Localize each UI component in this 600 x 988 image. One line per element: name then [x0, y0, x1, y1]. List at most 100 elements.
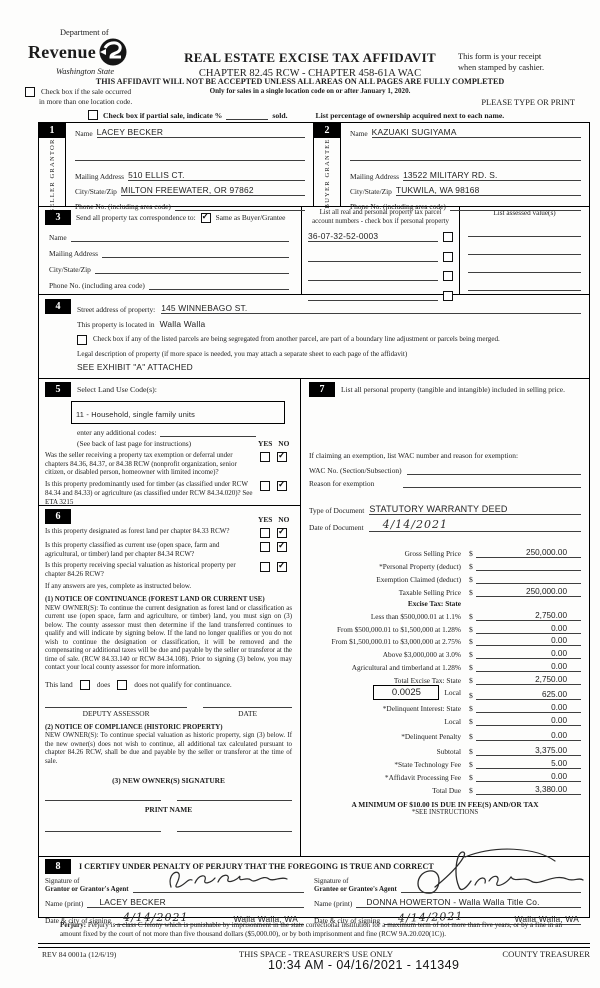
- deputy-date-line[interactable]: [203, 706, 292, 708]
- print-name-line-2[interactable]: [176, 830, 292, 833]
- tax-value-4[interactable]: 2,750.00: [475, 611, 581, 621]
- local-rate-box[interactable]: 0.0025: [373, 685, 440, 701]
- tax-value-10[interactable]: 625.00: [475, 690, 581, 701]
- doc-type-field[interactable]: STATUTORY WARRANTY DEED: [369, 504, 581, 515]
- dollar-sign: $: [469, 587, 473, 597]
- legal-description-label: Legal description of property (if more s…: [77, 350, 408, 358]
- assessed-value-1[interactable]: [468, 226, 581, 237]
- tax-value-2[interactable]: [475, 582, 581, 584]
- land-does-not-checkbox[interactable]: [117, 679, 128, 690]
- grantee-signature-line[interactable]: [400, 848, 584, 894]
- wac-field[interactable]: [406, 465, 581, 475]
- s6-q2-yes-checkbox[interactable]: [260, 542, 270, 552]
- correspondence-header: Send all property tax correspondence to:: [76, 213, 196, 222]
- same-as-buyer-checkbox[interactable]: [200, 211, 211, 223]
- s5-q2-no-checkbox[interactable]: [277, 479, 287, 492]
- dollar-sign: $: [469, 549, 473, 559]
- corr-phone-field[interactable]: [148, 279, 289, 290]
- segregated-checkbox[interactable]: [77, 335, 87, 345]
- grantee-date-field[interactable]: 4/14/2021 Walla Walla, WA: [384, 910, 581, 925]
- reason-field[interactable]: [403, 478, 581, 488]
- grantee-signature-icon: [417, 848, 584, 894]
- tax-value-11[interactable]: 0.00: [475, 703, 581, 714]
- parcel-2-personal-checkbox[interactable]: [443, 251, 453, 262]
- parcel-number-1[interactable]: 36-07-32-52-0003: [308, 231, 438, 243]
- assessed-value-4[interactable]: [468, 280, 581, 291]
- minimum-due-note: A MINIMUM OF $10.00 IS DUE IN FEE(S) AND…: [351, 799, 539, 809]
- land-prefix: This land: [45, 680, 73, 690]
- grantee-name-field[interactable]: DONNA HOWERTON - Walla Walla Title Co.: [356, 897, 581, 908]
- buyer-phone-field[interactable]: [449, 200, 581, 211]
- buyer-name2-field[interactable]: [350, 150, 581, 161]
- corr-name-field[interactable]: [70, 231, 289, 242]
- buyer-csz-field[interactable]: TUKWILA, WA 98168: [395, 185, 581, 196]
- seller-csz-field[interactable]: MILTON FREEWATER, OR 97862: [120, 185, 305, 196]
- tax-value-5[interactable]: 0.00: [475, 624, 581, 634]
- tax-value-8[interactable]: 0.00: [475, 662, 581, 673]
- seller-phone-field[interactable]: [174, 200, 305, 211]
- assessed-value-2[interactable]: [468, 244, 581, 255]
- street-address-field[interactable]: 145 WINNEBAGO ST.: [161, 303, 581, 314]
- deputy-assessor-signature-line[interactable]: [45, 706, 188, 708]
- new-owner-sig-line-1[interactable]: [45, 799, 161, 802]
- land-use-code-box[interactable]: 11 - Household, single family units: [71, 401, 285, 424]
- s6-q3-no-checkbox[interactable]: [277, 560, 287, 573]
- tax-value-12[interactable]: 0.00: [475, 716, 581, 726]
- partial-sale-percent-field[interactable]: [226, 110, 269, 120]
- tax-value-0[interactable]: 250,000.00: [475, 548, 581, 559]
- parcel-4-personal-checkbox[interactable]: [443, 290, 453, 301]
- grantor-name-field[interactable]: LACEY BECKER: [87, 897, 304, 908]
- located-in-field[interactable]: Walla Walla: [159, 319, 206, 329]
- land-does-label: does: [96, 680, 111, 690]
- tax-label-5: From $500,000.01 to $1,500,000 at 1.28%: [336, 624, 461, 634]
- seller-name2-field[interactable]: [75, 150, 305, 161]
- tax-value-9[interactable]: 2,750.00: [475, 675, 581, 685]
- legal-description-field[interactable]: SEE EXHIBIT "A" ATTACHED: [77, 362, 193, 372]
- seller-address-field[interactable]: 510 ELLIS CT.: [128, 170, 305, 181]
- parcel-number-2[interactable]: [308, 251, 438, 262]
- parcel-1-personal-checkbox[interactable]: [443, 232, 453, 243]
- tax-value-17[interactable]: 3,380.00: [475, 785, 581, 795]
- s6-q3-yes-checkbox[interactable]: [260, 562, 270, 573]
- grantor-date-field[interactable]: 4/14/2021 Walla Walla, WA: [115, 911, 304, 925]
- tax-value-7[interactable]: 0.00: [475, 649, 581, 660]
- tax-value-3[interactable]: 250,000.00: [475, 587, 581, 597]
- land-does-checkbox[interactable]: [79, 679, 90, 690]
- buyer-address-field[interactable]: 13522 MILITARY RD. S.: [403, 170, 581, 181]
- notice2-body: NEW OWNER(S): To continue special valuat…: [45, 732, 292, 765]
- tax-value-14[interactable]: 3,375.00: [475, 746, 581, 757]
- tax-value-15[interactable]: 5.00: [475, 759, 581, 770]
- additional-codes-field[interactable]: [160, 427, 257, 437]
- land-qualify-row: This land does does not qualify for cont…: [45, 679, 292, 690]
- tax-value-1[interactable]: [475, 569, 581, 571]
- section6-number: 6: [45, 509, 71, 524]
- corr-csz-field[interactable]: [94, 263, 289, 274]
- seller-name-field[interactable]: LACEY BECKER: [96, 127, 305, 138]
- s6-q2-no-checkbox[interactable]: [277, 540, 287, 552]
- corr-address-field[interactable]: [102, 247, 289, 258]
- dollar-sign: $: [469, 637, 473, 647]
- grantee-name-label: Name (print): [314, 899, 353, 908]
- perjury-body: Perjury is a class C felony which is pun…: [60, 921, 562, 938]
- s5-q2-yes-checkbox[interactable]: [260, 481, 270, 492]
- corr-address-label: Mailing Address: [49, 249, 99, 258]
- doc-date-field[interactable]: 4/14/2021: [368, 518, 581, 532]
- tax-value-16[interactable]: 0.00: [475, 772, 581, 782]
- partial-sale-checkbox[interactable]: [88, 110, 98, 120]
- s6-q1-yes-checkbox[interactable]: [260, 528, 270, 538]
- print-name-line-1[interactable]: [45, 830, 161, 833]
- s5-q1-yes-checkbox[interactable]: [260, 452, 270, 462]
- buyer-side-label-1: BUYER: [323, 180, 331, 209]
- s6-q1-no-checkbox[interactable]: [277, 526, 287, 538]
- multi-location-checkbox[interactable]: [25, 87, 35, 97]
- tax-value-13[interactable]: 0.00: [475, 731, 581, 742]
- buyer-name-field[interactable]: KAZUAKI SUGIYAMA: [371, 127, 581, 138]
- assessed-value-3[interactable]: [468, 262, 581, 273]
- parcel-number-4[interactable]: [308, 290, 438, 301]
- s5-q1-no-checkbox[interactable]: [277, 450, 287, 462]
- tax-value-6[interactable]: 0.00: [475, 636, 581, 647]
- parcel-number-3[interactable]: [308, 270, 438, 282]
- grantor-signature-line[interactable]: [132, 871, 304, 893]
- parcel-3-personal-checkbox[interactable]: [443, 271, 453, 282]
- new-owner-sig-line-2[interactable]: [176, 799, 292, 802]
